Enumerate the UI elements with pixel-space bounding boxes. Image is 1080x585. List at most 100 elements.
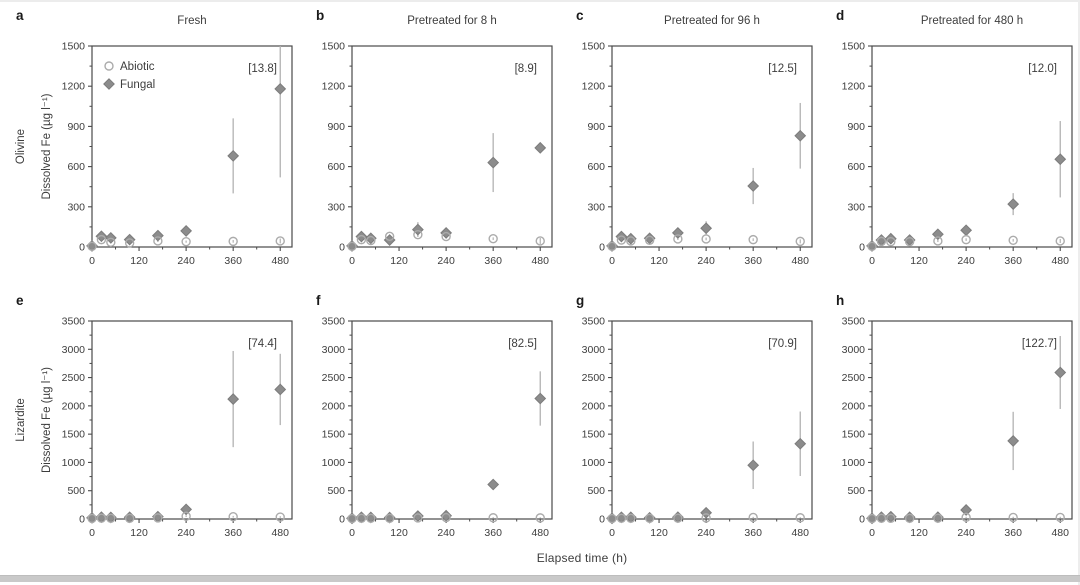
panel-h-letter: h [836, 293, 844, 308]
panel-g-y-tick-label: 2000 [582, 400, 606, 412]
panel-d-x-tick-label: 120 [910, 255, 928, 267]
panel-b-abiotic-point [366, 235, 376, 246]
panel-a-frame [91, 45, 293, 248]
panel-f-fungal-point [411, 510, 424, 522]
horizontal-scrollbar-track[interactable] [0, 575, 1080, 582]
panel-f-abiotic-point [441, 512, 451, 523]
panel-b-x-tick-label: 480 [531, 255, 549, 267]
panel-d-y-tick-label: 600 [847, 161, 865, 173]
panel-g-letter: g [576, 293, 584, 308]
panel-b-fungal-point [355, 230, 368, 243]
panel-e-y-tick-label: 0 [79, 514, 85, 526]
panel-h-fungal-point [1007, 435, 1020, 447]
panel-e-mineral-label: Lizardite [15, 398, 27, 441]
panel-b-x-tick-label: 120 [390, 255, 408, 267]
panel-d-x-tick-label: 480 [1051, 255, 1069, 267]
panel-f-y-tick-label: 1000 [322, 457, 346, 469]
panel-h-rate-annotation: [122.7] [1022, 338, 1057, 350]
panel-c-x-tick-label: 120 [650, 255, 668, 267]
panel-a-abiotic-point [228, 236, 238, 247]
panel-f-y-tick-label: 2500 [322, 372, 346, 384]
panel-d-title: Pretreated for 480 h [921, 15, 1023, 27]
panel-a-x-tick-label: 240 [177, 255, 195, 267]
panel-f-rate-annotation: [82.5] [508, 338, 537, 350]
panel-d-abiotic-point [876, 236, 887, 247]
panel-c-title: Pretreated for 96 h [664, 15, 760, 27]
panel-b-y-tick-label: 300 [327, 201, 345, 213]
panel-c-abiotic-point [748, 234, 758, 245]
panel-a-abiotic-point [124, 238, 135, 248]
panel-d-y-tick-label: 1500 [842, 41, 866, 53]
panel-e-y-tick-label: 3500 [62, 316, 86, 328]
panel-g-y-tick-label: 1000 [582, 457, 606, 469]
panel-f-x-tick-label: 0 [349, 527, 355, 539]
panel-f-y-tick-label: 500 [327, 485, 345, 497]
panel-f-y-tick-label: 1500 [322, 429, 346, 441]
panel-c-abiotic-point [673, 234, 683, 244]
panel-g-y-tick-label: 1500 [582, 429, 606, 441]
panel-b-abiotic-point [441, 231, 451, 242]
panel-f-abiotic-point [384, 513, 395, 524]
panel-f-x-tick-label: 120 [390, 527, 408, 539]
panel-c-abiotic-point [795, 236, 805, 247]
panel-h-y-tick-label: 0 [859, 514, 865, 526]
panel-g-x-tick-label: 240 [697, 527, 715, 539]
panel-g-x-tick-label: 120 [650, 527, 668, 539]
x-axis-title: Elapsed time (h) [536, 551, 628, 565]
panel-a-abiotic-point [87, 241, 97, 252]
panel-a-mineral-label: Olivine [15, 129, 27, 164]
panel-f-abiotic-point [356, 513, 367, 524]
panel-a-legend-fungal-label: Fungal [120, 79, 155, 91]
panel-e-abiotic-point [87, 513, 97, 524]
panel-b-abiotic-point [535, 236, 545, 246]
panel-h-y-tick-label: 1500 [842, 429, 866, 441]
panel-g-abiotic-point [626, 513, 636, 524]
panel-a-y-axis-label: Dissolved Fe (µg l⁻¹) [41, 93, 53, 199]
panel-g-frame [611, 320, 813, 520]
panel-c-y-tick-label: 300 [587, 201, 605, 213]
panel-e-x-tick-label: 480 [271, 527, 289, 539]
panel-e-abiotic-point [181, 511, 191, 521]
panel-b-fungal-point [364, 232, 377, 245]
panel-b-abiotic-point [413, 229, 423, 240]
panel-c-rate-annotation: [12.5] [768, 63, 797, 75]
panel-b-title: Pretreated for 8 h [407, 15, 497, 27]
panel-a-abiotic-point [106, 237, 116, 248]
panel-f-abiotic-point [413, 513, 423, 523]
window-top-edge [0, 0, 1080, 2]
panel-d-fungal-point [960, 224, 973, 237]
panel-f-fungal-point [487, 478, 500, 491]
panel-e-fungal-point [274, 383, 287, 396]
panel-a-y-tick-label: 600 [67, 161, 85, 173]
panel-e-y-axis-label: Dissolved Fe (µg l⁻¹) [41, 367, 53, 473]
panel-d-y-tick-label: 300 [847, 201, 865, 213]
panel-d-abiotic-point [961, 234, 971, 245]
panel-e-rate-annotation: [74.4] [248, 338, 277, 350]
panel-e-abiotic-point [153, 513, 163, 523]
panel-d-x-tick-label: 0 [869, 255, 875, 267]
panel-c-y-tick-label: 1200 [582, 81, 606, 93]
panel-f-y-tick-label: 0 [339, 514, 345, 526]
panel-g-abiotic-point [616, 513, 627, 524]
panel-f-x-tick-label: 240 [437, 527, 455, 539]
panel-h-y-tick-label: 2500 [842, 372, 866, 384]
panel-e-y-tick-label: 2500 [62, 372, 86, 384]
panel-e-y-tick-label: 1500 [62, 429, 86, 441]
panel-a-rate-annotation: [13.8] [248, 63, 277, 75]
panel-g-y-tick-label: 0 [599, 514, 605, 526]
panel-a-legend-abiotic-icon [104, 61, 114, 71]
panel-e-abiotic-point [228, 512, 238, 522]
panel-a-legend-abiotic-label: Abiotic [120, 61, 155, 73]
panel-d-x-tick-label: 240 [957, 255, 975, 267]
panel-d-abiotic-point [886, 236, 896, 247]
panel-g-x-tick-label: 0 [609, 527, 615, 539]
panel-e-fungal-point [180, 503, 193, 516]
panel-a-fungal-point [180, 225, 193, 237]
panel-e-abiotic-point [106, 513, 116, 524]
panel-d-abiotic-point [1055, 236, 1065, 246]
panel-f-fungal-point [534, 392, 547, 405]
panel-f-y-tick-label: 3000 [322, 344, 346, 356]
panel-f-abiotic-point [535, 513, 545, 523]
panel-e-x-tick-label: 360 [224, 527, 242, 539]
